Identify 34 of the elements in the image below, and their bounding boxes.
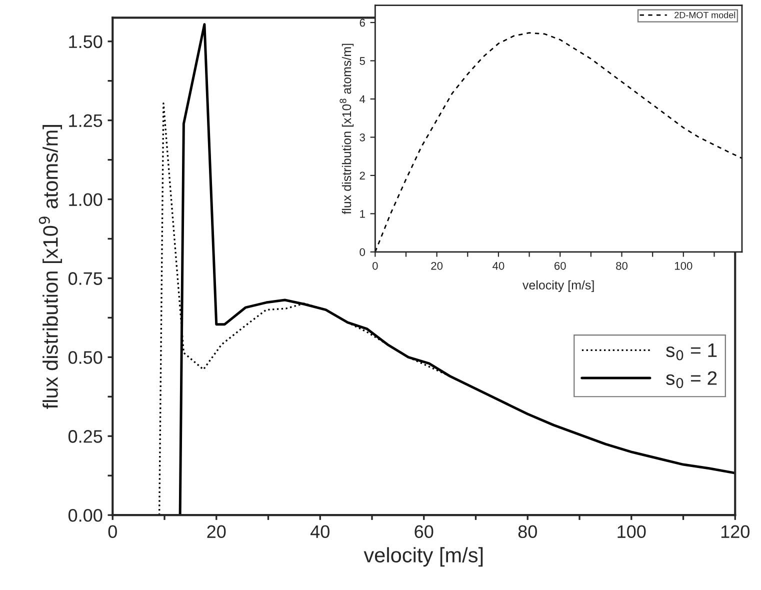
x-axis-title: velocity [m/s] (522, 280, 594, 292)
y-tick-label: 0.50 (68, 351, 102, 364)
y-tick-label: 0.25 (68, 430, 102, 443)
y-axis-title: flux distribution [x10$^{9}$ atoms/m] (38, 125, 62, 409)
x-tick-label: 80 (518, 525, 537, 538)
x-tick-label: 20 (431, 262, 443, 270)
y-tick-label: 3 (360, 133, 365, 142)
x-tick-label: 40 (310, 525, 330, 538)
y-tick-label: 6 (360, 18, 365, 27)
y-tick-label: 2 (360, 172, 365, 180)
y-tick-label: 1 (360, 210, 365, 218)
x-tick-label: 40 (492, 262, 504, 270)
y-tick-label: 0.00 (68, 509, 102, 522)
x-tick-label: 100 (618, 525, 646, 538)
x-tick-label: 60 (414, 525, 434, 538)
y-tick-label: 1.25 (69, 114, 102, 128)
x-axis-title: velocity [m/s] (364, 547, 483, 567)
y-tick-label: 1.00 (69, 193, 102, 206)
x-tick-label: 100 (674, 262, 692, 270)
legend-label: s$_{0}$ = 1 (666, 344, 717, 360)
y-tick-label: 5 (360, 57, 365, 65)
x-tick-label: 0 (372, 262, 378, 270)
legend-label: 2D-MOT model (674, 12, 736, 18)
x-tick-label: 80 (616, 262, 628, 270)
legend-label: s$_{0}$ = 2 (666, 371, 717, 388)
x-tick-label: 120 (721, 525, 750, 538)
y-tick-label: 0.75 (68, 272, 102, 285)
y-tick-label: 4 (360, 95, 366, 104)
x-tick-label: 0 (108, 525, 117, 538)
y-tick-label: 1.50 (69, 35, 102, 48)
y-axis-title: flux distribution [x10$^{8}$ atoms/m] (340, 44, 354, 214)
x-tick-label: 20 (207, 525, 226, 538)
y-tick-label: 0 (360, 248, 366, 256)
x-tick-label: 60 (554, 262, 566, 270)
